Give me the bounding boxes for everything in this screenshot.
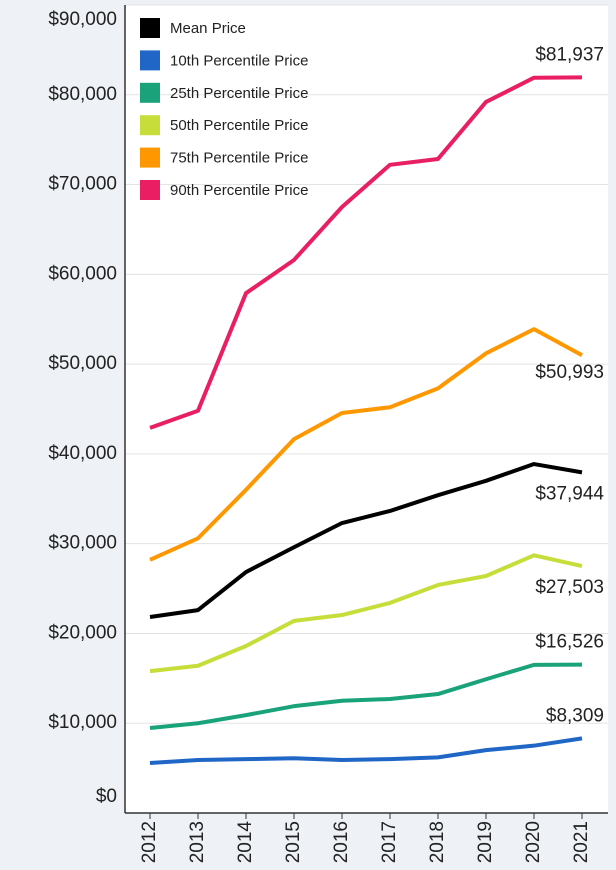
x-tick-label: 2014 bbox=[235, 821, 256, 864]
x-tick-label: 2021 bbox=[571, 821, 592, 863]
y-tick-label: $40,000 bbox=[48, 443, 117, 464]
legend-label: 75th Percentile Price bbox=[170, 150, 308, 167]
y-tick-label: $30,000 bbox=[48, 533, 117, 554]
y-tick-label: $0 bbox=[96, 786, 117, 807]
value-label: $81,937 bbox=[535, 44, 604, 65]
legend-label: 25th Percentile Price bbox=[170, 85, 308, 102]
series-line bbox=[149, 75, 583, 430]
y-tick-label: $70,000 bbox=[48, 174, 117, 195]
x-tick-label: 2015 bbox=[283, 821, 304, 863]
legend-swatch bbox=[140, 115, 160, 136]
y-tick-label: $80,000 bbox=[48, 84, 117, 105]
value-label: $8,309 bbox=[546, 705, 604, 726]
value-label: $37,944 bbox=[535, 483, 604, 504]
x-tick-label: 2017 bbox=[379, 821, 400, 863]
legend-swatch bbox=[140, 50, 160, 71]
value-label: $50,993 bbox=[535, 362, 604, 383]
legend-label: 10th Percentile Price bbox=[170, 52, 308, 69]
x-tick-label: 2013 bbox=[187, 821, 208, 863]
y-tick-label: $60,000 bbox=[48, 263, 117, 284]
series-line bbox=[149, 553, 583, 674]
y-tick-label: $20,000 bbox=[48, 622, 117, 643]
x-tick-label: 2019 bbox=[475, 821, 496, 863]
legend-label: Mean Price bbox=[170, 20, 246, 37]
legend-label: 90th Percentile Price bbox=[170, 182, 308, 199]
x-tick-label: 2020 bbox=[523, 821, 544, 863]
y-tick-label: $10,000 bbox=[48, 712, 117, 733]
series-line bbox=[149, 736, 583, 765]
series-line bbox=[149, 462, 583, 619]
value-label: $16,526 bbox=[535, 632, 604, 653]
y-tick-label: $90,000 bbox=[48, 9, 117, 30]
series-line bbox=[149, 662, 583, 730]
series-line bbox=[149, 327, 583, 562]
legend-swatch bbox=[140, 82, 160, 103]
x-tick-label: 2018 bbox=[427, 821, 448, 863]
legend-label: 50th Percentile Price bbox=[170, 117, 308, 134]
legend-swatch bbox=[140, 147, 160, 168]
legend-swatch bbox=[140, 18, 160, 38]
value-label: $27,503 bbox=[535, 577, 604, 598]
x-tick-label: 2012 bbox=[139, 821, 160, 863]
x-tick-label: 2016 bbox=[331, 821, 352, 863]
y-tick-label: $50,000 bbox=[48, 353, 117, 374]
legend-swatch bbox=[140, 180, 160, 200]
